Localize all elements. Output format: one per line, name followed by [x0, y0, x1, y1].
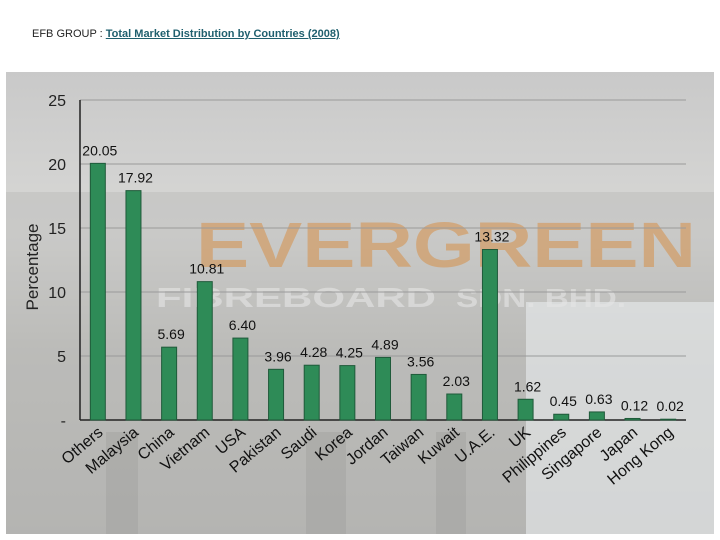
bar-philippines — [553, 413, 570, 421]
y-tick-label: 15 — [48, 221, 66, 238]
bar-taiwan — [410, 373, 427, 421]
data-label: 0.12 — [621, 397, 648, 413]
data-label: 10.81 — [189, 261, 224, 277]
header-title-link[interactable]: Total Market Distribution by Countries (… — [105, 28, 340, 40]
bar-jordan — [375, 356, 391, 421]
bar-china — [161, 346, 178, 421]
bar-kuwait — [446, 393, 463, 421]
data-label: 0.63 — [585, 391, 612, 407]
y-axis-label: Percentage — [23, 224, 42, 311]
bar-pakistan — [268, 368, 285, 421]
y-tick-label: 10 — [48, 285, 66, 302]
bars — [89, 162, 677, 421]
data-label: 20.05 — [82, 142, 117, 158]
data-label: 3.56 — [407, 353, 434, 369]
data-label: 17.92 — [118, 170, 153, 186]
watermark-line1: EVERGREEN — [196, 209, 696, 281]
y-tick-label: 25 — [48, 93, 66, 110]
data-label: 4.25 — [336, 345, 363, 361]
bar-saudi — [303, 364, 320, 421]
bar-others — [89, 162, 106, 421]
data-label: 1.62 — [514, 378, 541, 394]
y-tick-label: - — [61, 413, 66, 430]
bar-vietnam — [196, 281, 213, 421]
data-label: 0.02 — [657, 398, 684, 414]
y-tick-label: 20 — [48, 157, 66, 174]
header-prefix: EFB GROUP : — [32, 28, 106, 40]
bar-hong-kong — [660, 418, 677, 421]
bar-uk — [517, 398, 534, 421]
data-label: 3.96 — [264, 348, 291, 364]
data-label: 13.32 — [474, 229, 509, 245]
chart-area: EVERGREEN FIBREBOARD SDN. BHD. - 5 10 15 20 2… — [6, 72, 714, 534]
bar-usa — [232, 337, 249, 421]
bar-japan — [624, 417, 641, 421]
bar-u-a-e- — [481, 249, 498, 421]
bar-korea — [339, 365, 356, 421]
data-label: 5.69 — [157, 326, 184, 342]
watermark-line3: SDN. BHD. — [456, 283, 626, 313]
watermark-logo: EVERGREEN FIBREBOARD SDN. BHD. — [156, 209, 696, 313]
data-label: 2.03 — [443, 373, 470, 389]
gridlines — [80, 99, 686, 357]
data-label: 6.40 — [229, 317, 256, 333]
y-tick-label: 5 — [57, 349, 66, 366]
y-tick-labels: - 5 10 15 20 25 — [48, 93, 66, 430]
data-label: 4.28 — [300, 344, 327, 360]
background-building — [6, 192, 714, 534]
bar-malaysia — [125, 190, 142, 421]
bar-singapore — [588, 411, 605, 421]
data-label: 4.89 — [371, 336, 398, 352]
data-label: 0.45 — [550, 393, 577, 409]
page-header: EFB GROUP : Total Market Distribution by… — [32, 28, 340, 40]
bar-chart: EVERGREEN FIBREBOARD SDN. BHD. - 5 10 15 20 2… — [6, 93, 714, 534]
